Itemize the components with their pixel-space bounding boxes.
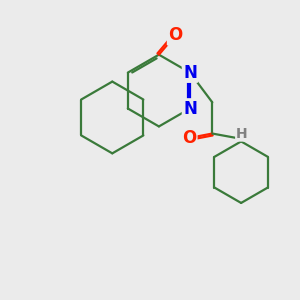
Text: O: O [168, 26, 182, 44]
Text: N: N [183, 64, 197, 82]
Text: O: O [182, 129, 196, 147]
Text: N: N [183, 100, 197, 118]
Text: H: H [236, 127, 248, 140]
